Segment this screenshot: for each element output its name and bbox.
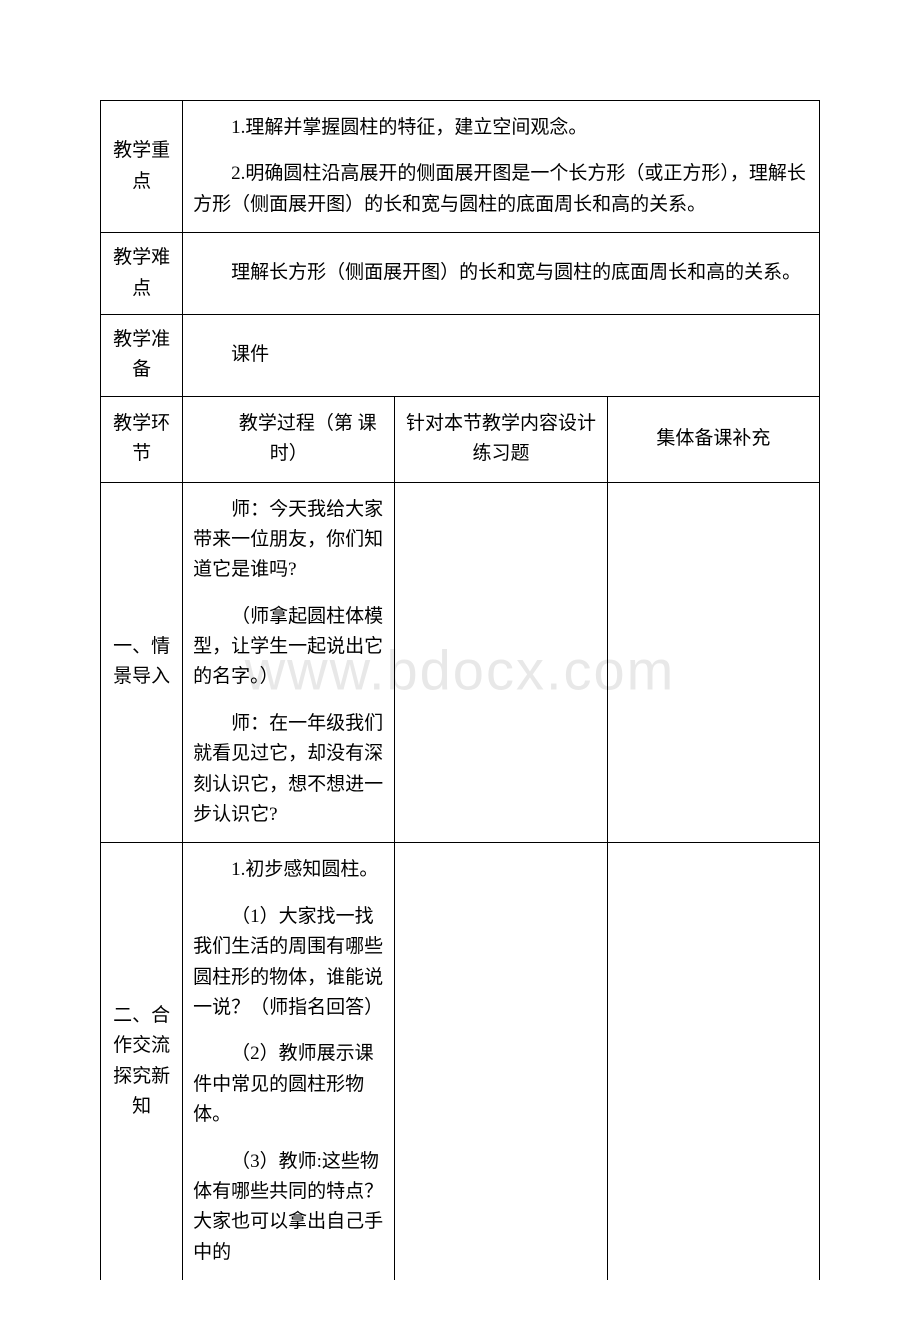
supplement-header: 集体备课补充: [607, 396, 819, 482]
section1-p2: （师拿起圆柱体模型，让学生一起说出它的名字。）: [193, 602, 384, 693]
lesson-plan-table: 教学重点 1.理解并掌握圆柱的特征，建立空间观念。 2.明确圆柱沿高展开的侧面展…: [100, 100, 820, 1280]
section2-exercises: [395, 843, 607, 1280]
section1-label: 一、情景导入: [101, 482, 183, 843]
section2-p4: （3）教师:这些物体有哪些共同的特点？大家也可以拿出自己手中的: [193, 1147, 384, 1269]
section2-p3: （2）教师展示课件中常见的圆柱形物体。: [193, 1039, 384, 1130]
section1-p1: 师：今天我给大家带来一位朋友，你们知道它是谁吗?: [193, 495, 384, 586]
preparation-text: 课件: [193, 340, 809, 370]
difficulty-label: 教学难点: [101, 233, 183, 315]
exercises-header: 针对本节教学内容设计练习题: [395, 396, 607, 482]
key-points-para1: 1.理解并掌握圆柱的特征，建立空间观念。: [193, 113, 809, 143]
section2-content: 1.初步感知圆柱。 （1）大家找一找我们生活的周围有哪些圆柱形的物体，谁能说一说…: [183, 843, 395, 1280]
section1-p3: 师：在一年级我们就看见过它，却没有深刻认识它，想不想进一步认识它?: [193, 709, 384, 831]
section1-content: 师：今天我给大家带来一位朋友，你们知道它是谁吗? （师拿起圆柱体模型，让学生一起…: [183, 482, 395, 843]
section2-p1: 1.初步感知圆柱。: [193, 855, 384, 885]
difficulty-content: 理解长方形（侧面展开图）的长和宽与圆柱的底面周长和高的关系。: [183, 233, 820, 315]
key-points-content: 1.理解并掌握圆柱的特征，建立空间观念。 2.明确圆柱沿高展开的侧面展开图是一个…: [183, 101, 820, 233]
section2-label: 二、合作交流探究新知: [101, 843, 183, 1280]
section2-p2: （1）大家找一找我们生活的周围有哪些圆柱形的物体，谁能说一说？（师指名回答）: [193, 902, 384, 1024]
preparation-label: 教学准备: [101, 314, 183, 396]
section1-supplement: [607, 482, 819, 843]
section1-exercises: [395, 482, 607, 843]
preparation-content: 课件: [183, 314, 820, 396]
steps-label: 教学环节: [101, 396, 183, 482]
key-points-label: 教学重点: [101, 101, 183, 233]
section2-supplement: [607, 843, 819, 1280]
process-header-text: 教学过程（第 课时）: [193, 409, 384, 470]
difficulty-text: 理解长方形（侧面展开图）的长和宽与圆柱的底面周长和高的关系。: [193, 258, 809, 288]
key-points-para2: 2.明确圆柱沿高展开的侧面展开图是一个长方形（或正方形），理解长方形（侧面展开图…: [193, 159, 809, 220]
process-header: 教学过程（第 课时）: [183, 396, 395, 482]
